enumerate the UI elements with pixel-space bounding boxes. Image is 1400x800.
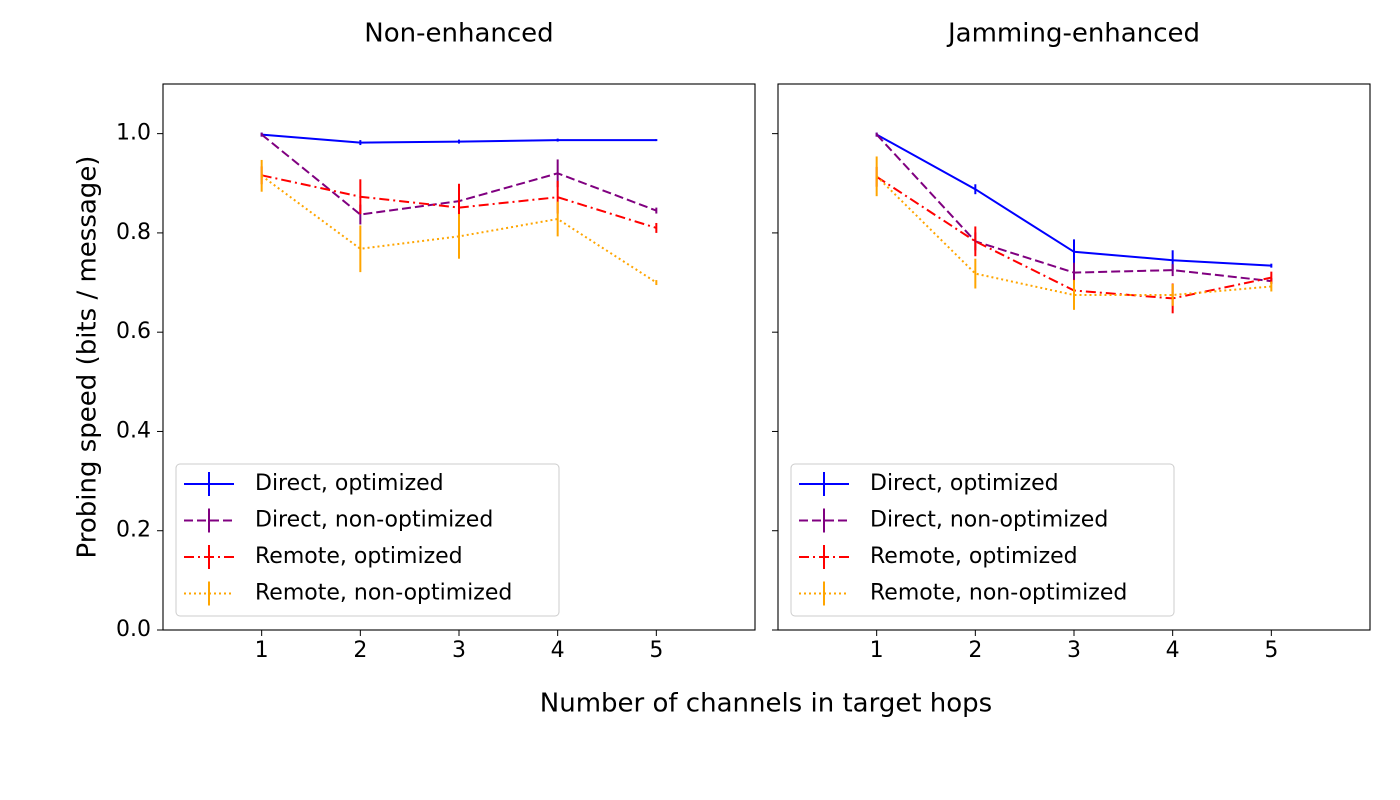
legend-label: Direct, non-optimized	[255, 508, 493, 533]
x-tick-label: 4	[551, 638, 565, 663]
panel-title: Jamming-enhanced	[946, 19, 1200, 49]
x-tick-label: 2	[968, 638, 982, 663]
legend-label: Direct, optimized	[255, 471, 444, 496]
panel-jamming-enhanced: Jamming-enhanced 1 2 3 4 5 Direct, optimized Di…	[772, 19, 1371, 663]
x-tick-label: 3	[1067, 638, 1081, 663]
legend-label: Remote, non-optimized	[255, 581, 512, 606]
panel-non-enhanced: Non-enhanced 1 2 3 4 5 0.0 0.2 0.4 0.6 0.8 1.0 Direc…	[116, 19, 756, 663]
legend-label: Remote, optimized	[870, 544, 1078, 569]
y-tick-label: 0.4	[116, 418, 151, 443]
series-line	[261, 174, 657, 284]
x-axis-label: Number of channels in target hops	[540, 689, 992, 719]
x-tick-label: 4	[1166, 638, 1180, 663]
legend-label: Direct, non-optimized	[870, 508, 1108, 533]
x-tick-label: 5	[649, 638, 663, 663]
legend-box	[790, 463, 1175, 617]
series-line	[875, 175, 1272, 296]
x-tick-label: 1	[255, 638, 269, 663]
x-tick-label: 1	[870, 638, 884, 663]
y-tick-label: 0.6	[116, 319, 151, 344]
x-tick-label: 5	[1264, 638, 1278, 663]
y-tick-label: 0.0	[116, 617, 151, 642]
legend-label: Remote, optimized	[255, 544, 463, 569]
x-tick-label: 3	[452, 638, 466, 663]
panel-title: Non-enhanced	[364, 19, 553, 49]
legend-box	[175, 463, 560, 617]
legend-label: Remote, non-optimized	[870, 581, 1127, 606]
y-tick-label: 0.2	[116, 518, 151, 543]
y-tick-label: 1.0	[116, 121, 151, 146]
legend-label: Direct, optimized	[870, 471, 1059, 496]
x-tick-label: 2	[353, 638, 367, 663]
y-axis-label: Probing speed (bits / message)	[73, 156, 103, 559]
y-tick-label: 0.8	[116, 220, 151, 245]
